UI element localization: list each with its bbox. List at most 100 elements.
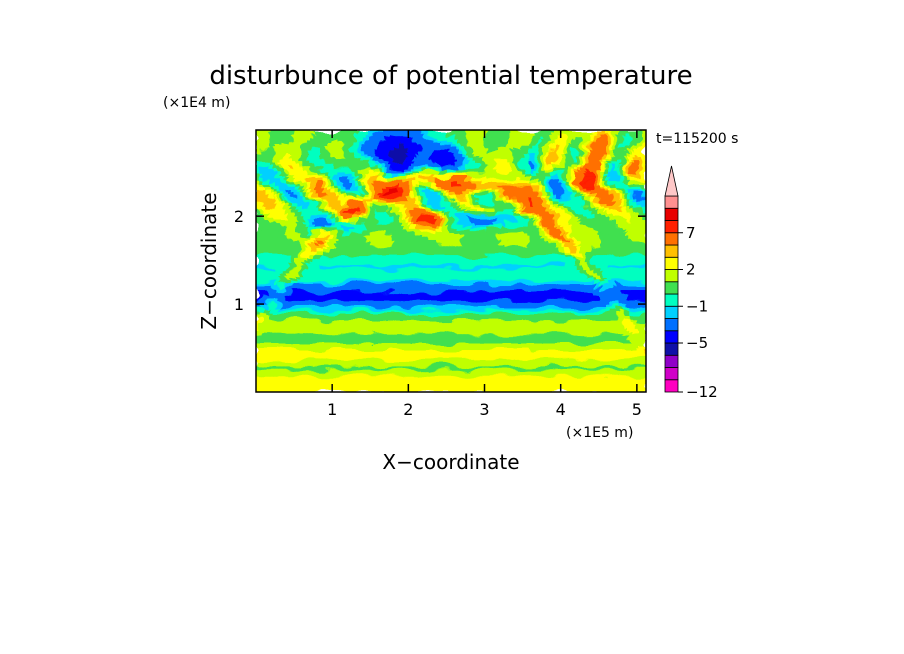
field-cell bbox=[347, 365, 351, 370]
field-cell bbox=[506, 270, 511, 275]
field-cell bbox=[272, 342, 277, 347]
field-cell bbox=[467, 283, 472, 288]
field-cell bbox=[558, 313, 563, 318]
field-cell bbox=[366, 323, 371, 328]
field-cell bbox=[525, 280, 530, 285]
field-cell bbox=[285, 254, 290, 259]
field-cell bbox=[415, 274, 420, 278]
field-cell bbox=[571, 280, 576, 285]
field-cell bbox=[301, 388, 306, 392]
field-cell bbox=[369, 326, 374, 331]
field-cell bbox=[464, 342, 468, 347]
field-cell bbox=[577, 329, 582, 334]
field-cell bbox=[613, 329, 618, 334]
field-cell bbox=[486, 372, 491, 377]
field-cell bbox=[265, 359, 270, 364]
field-cell bbox=[600, 378, 605, 383]
field-cell bbox=[571, 382, 576, 387]
field-cell bbox=[542, 280, 546, 285]
field-cell bbox=[486, 339, 491, 344]
field-cell bbox=[421, 349, 426, 354]
field-cell bbox=[620, 336, 624, 341]
field-cell bbox=[535, 310, 540, 314]
field-cell bbox=[373, 316, 377, 321]
field-cell bbox=[405, 365, 410, 370]
field-cell bbox=[473, 349, 478, 354]
field-cell bbox=[574, 267, 579, 272]
field-cell bbox=[467, 261, 472, 265]
field-cell bbox=[285, 261, 290, 265]
field-cell bbox=[597, 293, 602, 298]
field-cell bbox=[607, 369, 611, 373]
field-cell bbox=[295, 290, 299, 295]
field-cell bbox=[603, 388, 608, 392]
field-cell bbox=[369, 346, 374, 351]
field-cell bbox=[298, 342, 303, 347]
field-cell bbox=[577, 385, 582, 390]
field-cell bbox=[473, 378, 478, 383]
field-cell bbox=[532, 319, 537, 324]
field-cell bbox=[278, 319, 283, 324]
field-cell bbox=[353, 378, 358, 383]
field-cell bbox=[512, 329, 517, 334]
field-cell bbox=[324, 254, 329, 259]
field-cell bbox=[415, 270, 420, 275]
field-cell bbox=[291, 326, 296, 331]
field-cell bbox=[259, 274, 264, 278]
field-cell bbox=[259, 346, 264, 351]
field-cell bbox=[597, 287, 602, 292]
field-cell bbox=[269, 277, 273, 282]
field-cell bbox=[308, 336, 312, 341]
field-cell bbox=[288, 274, 293, 278]
field-cell bbox=[587, 355, 592, 360]
field-cell bbox=[477, 378, 481, 383]
field-cell bbox=[425, 323, 429, 328]
field-cell bbox=[457, 290, 462, 295]
field-cell bbox=[594, 300, 598, 305]
field-cell bbox=[350, 359, 355, 364]
field-cell bbox=[564, 378, 569, 383]
field-cell bbox=[467, 349, 472, 354]
field-cell bbox=[574, 346, 579, 351]
field-cell bbox=[516, 346, 520, 351]
field-cell bbox=[584, 333, 589, 337]
field-cell bbox=[327, 365, 332, 370]
field-cell bbox=[405, 375, 410, 380]
field-cell bbox=[438, 300, 442, 305]
field-cell bbox=[327, 270, 332, 275]
field-cell bbox=[519, 300, 524, 305]
field-cell bbox=[610, 336, 615, 341]
field-cell bbox=[542, 349, 546, 354]
field-cell bbox=[493, 362, 498, 367]
field-cell bbox=[392, 277, 397, 282]
field-cell bbox=[278, 261, 283, 265]
field-cell bbox=[317, 342, 322, 347]
field-cell bbox=[610, 346, 615, 351]
field-cell bbox=[629, 257, 634, 262]
field-cell bbox=[574, 323, 579, 328]
field-cell bbox=[402, 355, 407, 360]
field-cell bbox=[538, 293, 543, 298]
field-cell bbox=[607, 342, 611, 347]
field-cell bbox=[548, 287, 553, 292]
field-cell bbox=[597, 283, 602, 288]
field-cell bbox=[402, 326, 407, 331]
field-cell bbox=[373, 280, 377, 285]
field-cell bbox=[574, 382, 579, 387]
field-cell bbox=[343, 382, 348, 387]
field-cell bbox=[457, 280, 462, 285]
field-cell bbox=[506, 310, 511, 314]
field-cell bbox=[613, 365, 618, 370]
field-cell bbox=[529, 319, 533, 324]
field-cell bbox=[607, 287, 611, 292]
field-cell bbox=[373, 378, 377, 383]
field-cell bbox=[512, 267, 517, 272]
field-cell bbox=[519, 388, 524, 392]
field-cell bbox=[317, 310, 322, 314]
field-cell bbox=[444, 287, 449, 292]
field-cell bbox=[519, 365, 524, 370]
field-cell bbox=[454, 287, 459, 292]
field-cell bbox=[486, 264, 491, 269]
field-cell bbox=[350, 349, 355, 354]
field-cell bbox=[392, 352, 397, 357]
